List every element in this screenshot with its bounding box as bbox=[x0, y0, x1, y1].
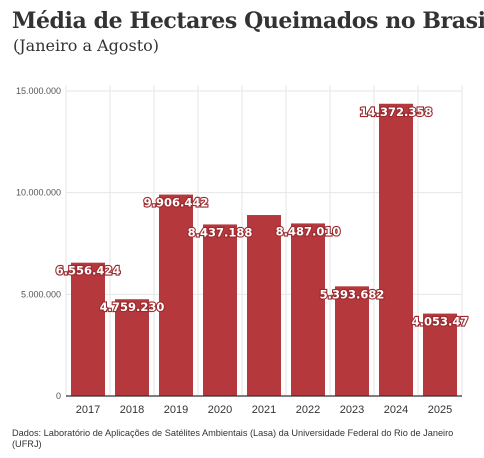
data-label: 4.759.230 bbox=[100, 300, 165, 314]
bar-2021 bbox=[247, 215, 281, 396]
data-label: 4.053.47 bbox=[412, 315, 469, 329]
bar-2018 bbox=[115, 299, 149, 396]
axis-layer: 0 5.000.000 10.000.000 15.000.000 2017 2018 20… bbox=[16, 86, 462, 416]
x-tick-label: 2020 bbox=[208, 404, 232, 416]
y-tick-label: 15.000.000 bbox=[16, 86, 61, 96]
x-tick-label: 2025 bbox=[428, 404, 452, 416]
bar-2019 bbox=[159, 194, 193, 396]
x-tick-label: 2022 bbox=[296, 404, 320, 416]
chart-subtitle: (Janeiro a Agosto) bbox=[13, 36, 160, 55]
x-tick-label: 2023 bbox=[340, 404, 364, 416]
bar-2024 bbox=[379, 103, 413, 396]
bar-2025 bbox=[423, 313, 457, 396]
y-tick-label: 5.000.000 bbox=[21, 289, 61, 299]
x-tick-label: 2017 bbox=[76, 404, 100, 416]
bar-layer bbox=[71, 103, 457, 396]
source-note: Dados: Laboratório de Aplicações de Saté… bbox=[12, 428, 454, 449]
bar-2020 bbox=[203, 224, 237, 396]
data-label: 8.437.188 bbox=[188, 225, 253, 239]
data-label: 14.372.358 bbox=[360, 105, 433, 119]
data-label: 8.487.010 bbox=[276, 224, 341, 238]
bar-2022 bbox=[291, 223, 325, 396]
bar-2017 bbox=[71, 262, 105, 396]
x-tick-label: 2018 bbox=[120, 404, 144, 416]
bar-2023 bbox=[335, 286, 369, 396]
y-tick-label: 10.000.000 bbox=[16, 188, 61, 198]
x-tick-label: 2024 bbox=[384, 404, 408, 416]
x-tick-label: 2021 bbox=[252, 404, 276, 416]
x-tick-label: 2019 bbox=[164, 404, 188, 416]
data-label: 5.393.682 bbox=[320, 287, 385, 301]
chart-title: Média de Hectares Queimados no Brasil bbox=[12, 8, 484, 34]
data-label: 6.556.424 bbox=[56, 264, 121, 278]
data-label: 9.906.442 bbox=[144, 196, 209, 210]
data-label-layer: 6.556.424 4.759.230 9.906.442 8.437.188 8.48… bbox=[55, 104, 470, 330]
y-tick-label: 0 bbox=[56, 391, 61, 401]
